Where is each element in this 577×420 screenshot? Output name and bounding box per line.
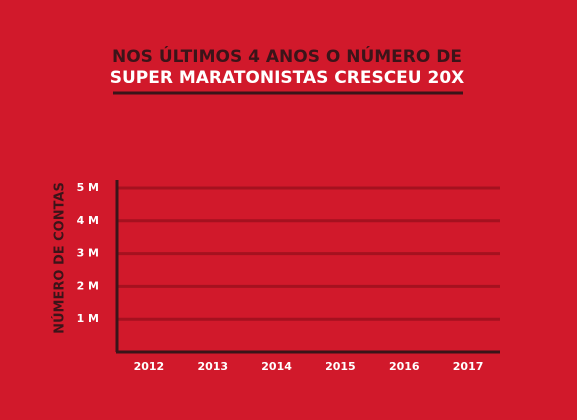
y-tick-label: 2 M [77, 279, 99, 292]
y-axis-label: NÚMERO DE CONTAS [52, 182, 68, 334]
y-tick-label: 5 M [77, 181, 99, 194]
chart-title: NOS ÚLTIMOS 4 ANOS O NÚMERO DE [112, 45, 462, 67]
y-tick-label: 3 M [77, 247, 99, 260]
y-tick-label: 4 M [77, 214, 99, 227]
chart-title: SUPER MARATONISTAS CRESCEU 20X [110, 68, 465, 88]
x-tick-label: 2017 [453, 360, 484, 373]
y-tick-label: 1 M [77, 312, 99, 325]
x-tick-label: 2014 [261, 360, 292, 373]
x-tick-label: 2012 [134, 360, 165, 373]
x-tick-label: 2013 [197, 360, 228, 373]
x-tick-label: 2015 [325, 360, 356, 373]
x-tick-label: 2016 [389, 360, 420, 373]
